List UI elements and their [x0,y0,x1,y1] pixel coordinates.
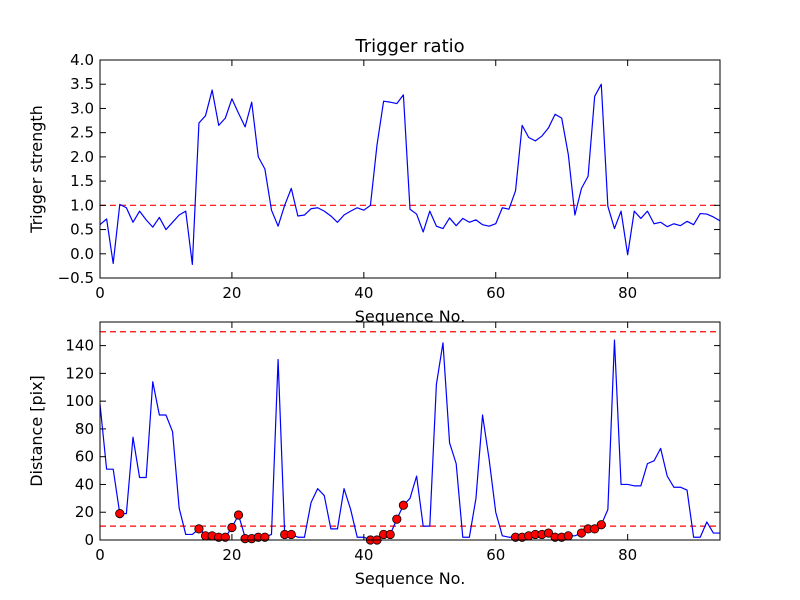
distance-ytick-label-4: 80 [75,420,94,438]
trigger-ytick-label-5: 2.0 [70,148,94,166]
trigger-xtick-label-1: 20 [222,284,241,302]
distance-ytick-label-5: 100 [65,392,94,410]
trigger-chart-title: Trigger ratio [354,36,464,57]
trigger-x-axis-label: Sequence No. [355,307,466,326]
distance-marker-point-6 [227,522,237,533]
distance-marker-point-25 [543,528,554,538]
distance-x-axis-label: Sequence No. [355,569,466,588]
distance-marker-point-7 [233,510,244,520]
distance-y-axis-label: Distance [pix] [27,375,46,487]
trigger-xtick-label-4: 80 [618,284,637,302]
distance-ytick-label-6: 120 [65,364,94,382]
distance-xtick-label-2: 40 [354,546,373,564]
distance-marker-point-11 [260,532,270,542]
distance-axes-frame [99,321,721,541]
distance-marker-point-29 [576,528,587,538]
distance-xtick-label-0: 0 [95,546,105,564]
distance-ytick-label-7: 140 [65,337,94,355]
distance-marker-point-19 [398,500,409,510]
trigger-ytick-label-7: 3.0 [70,99,94,117]
distance-marker-point-0 [115,509,125,519]
distance-xtick-label-1: 20 [222,546,241,564]
distance-marker-point-28 [563,531,573,541]
distance-ytick-label-3: 60 [75,448,94,466]
trigger-xtick-label-3: 60 [486,284,505,302]
trigger-axes-frame [99,59,721,279]
distance-marker-point-18 [392,514,402,524]
distance-marker-point-13 [286,529,296,540]
trigger-ytick-label-8: 3.5 [70,75,94,93]
distance-panel: 0 20 40 60 80 0 20 40 60 80 100 120 140 Sequence No. D… [27,321,721,588]
trigger-ytick-label-0: −0.5 [58,269,94,287]
distance-xtick-label-4: 80 [618,546,637,564]
trigger-ytick-label-9: 4.0 [70,51,94,69]
trigger-xtick-label-2: 40 [354,284,373,302]
distance-ytick-label-0: 0 [84,531,94,549]
distance-marker-point-1 [194,524,204,534]
distance-ytick-label-2: 40 [75,475,94,493]
trigger-series-line [100,83,720,266]
trigger-panel: 0 20 40 60 80 −0.5 0.0 0.5 1.0 1.5 2.0 2.5 3.0 3.5 4.0… [27,36,721,302]
distance-marker-point-32 [596,520,606,530]
distance-marker-point-5 [220,532,230,542]
distance-marker-point-31 [590,524,600,534]
distance-xtick-label-3: 60 [486,546,505,564]
trigger-ytick-label-6: 2.5 [70,124,94,142]
trigger-ytick-label-3: 1.0 [70,196,94,214]
distance-ytick-label-1: 20 [75,503,94,521]
trigger-ytick-label-4: 1.5 [70,172,94,190]
trigger-ytick-label-2: 0.5 [70,221,94,239]
distance-marker-point-17 [385,529,395,540]
trigger-ytick-label-1: 0.0 [70,245,94,263]
trigger-xtick-label-0: 0 [95,284,105,302]
trigger-y-axis-label: Trigger strength [27,105,46,234]
distance-series-line [100,339,720,540]
